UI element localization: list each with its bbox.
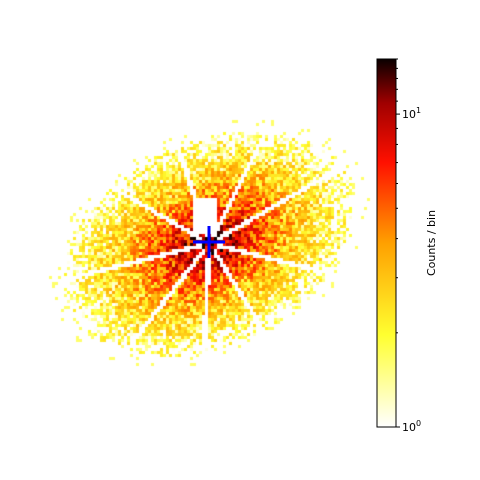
colorbar-ticks: 100 101 [396, 58, 421, 434]
colorbar-label: Counts / bin [425, 210, 438, 276]
colorbar-gradient [377, 59, 396, 427]
colorbar: 100 101 Counts / bin [376, 58, 438, 434]
colorbar-frame [376, 58, 397, 428]
colorbar-tick-label: 101 [402, 106, 421, 121]
beam-center-marker [193, 226, 225, 258]
colorbar-tick-label: 100 [402, 419, 421, 434]
